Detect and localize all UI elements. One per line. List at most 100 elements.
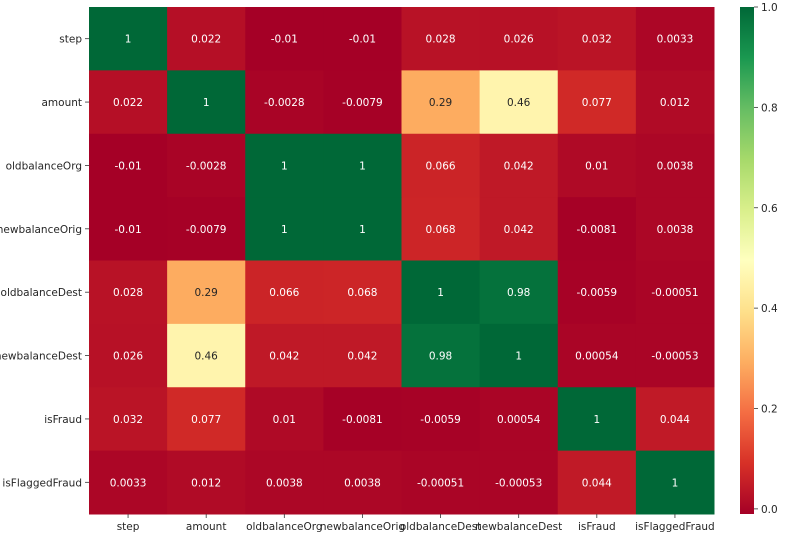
heatmap-cell xyxy=(401,7,481,71)
cell-value-label: 0.0038 xyxy=(657,224,694,236)
heatmap-cell xyxy=(479,450,559,515)
cell-value-label: -0.0081 xyxy=(577,224,618,236)
cell-value-label: 1 xyxy=(672,477,679,489)
heatmap-cell xyxy=(479,197,559,261)
cell-value-label: 0.00054 xyxy=(497,414,541,426)
cell-value-label: 0.012 xyxy=(660,97,690,109)
heatmap-cell xyxy=(167,7,246,71)
heatmap-cell xyxy=(323,260,402,325)
cell-value-label: 0.026 xyxy=(504,34,534,46)
x-tick-label: step xyxy=(117,521,140,533)
cell-value-label: -0.00051 xyxy=(417,477,464,489)
heatmap-cell xyxy=(557,7,637,71)
colorbar-tick-label: 0.6 xyxy=(761,203,778,215)
cell-value-label: 1 xyxy=(359,224,366,236)
heatmap-cell xyxy=(245,450,324,515)
heatmap-cell xyxy=(479,260,559,325)
cell-value-label: -0.01 xyxy=(114,224,141,236)
cell-value-label: 0.0038 xyxy=(344,477,381,489)
y-tick-label: newbalanceOrig xyxy=(0,224,82,236)
heatmap-cell xyxy=(635,323,715,388)
cell-value-label: 0.077 xyxy=(191,414,221,426)
x-tick-label: isFlaggedFraud xyxy=(635,521,715,533)
heatmap-cell xyxy=(479,323,559,388)
cell-value-label: 0.29 xyxy=(194,287,217,299)
cell-value-label: 0.066 xyxy=(426,160,456,172)
heatmap-cell xyxy=(401,387,481,452)
y-tick-label: newbalanceDest xyxy=(0,351,82,363)
cell-value-label: 0.0038 xyxy=(657,160,694,172)
cell-value-label: 0.46 xyxy=(194,351,218,363)
heatmap-cell xyxy=(323,450,402,515)
heatmap-cell xyxy=(167,450,246,515)
cell-value-label: 0.0033 xyxy=(657,34,694,46)
colorbar-tick-label: 0.8 xyxy=(761,102,778,114)
y-tick-label: isFlaggedFraud xyxy=(2,477,82,489)
cell-value-label: 0.032 xyxy=(582,34,612,46)
cell-value-label: 0.01 xyxy=(273,414,296,426)
y-tick-label: oldbalanceDest xyxy=(1,287,82,299)
cell-value-label: 0.022 xyxy=(113,97,143,109)
cell-value-label: 0.00054 xyxy=(575,351,619,363)
cell-value-label: -0.00051 xyxy=(651,287,698,299)
cell-value-label: 1 xyxy=(281,224,288,236)
cell-value-label: 0.01 xyxy=(585,160,608,172)
y-tick-label: isFraud xyxy=(44,414,82,426)
cell-value-label: -0.0079 xyxy=(186,224,227,236)
cell-value-label: 1 xyxy=(359,160,366,172)
heatmap-cell xyxy=(635,260,715,325)
heatmap-cell xyxy=(323,387,402,452)
heatmap-cell xyxy=(245,133,324,198)
heatmap-cell xyxy=(89,7,168,71)
cell-value-label: 0.044 xyxy=(582,477,612,489)
cell-value-label: -0.0081 xyxy=(342,414,383,426)
cell-value-label: 1 xyxy=(125,34,132,46)
cell-value-label: 0.98 xyxy=(429,351,452,363)
cell-value-label: -0.01 xyxy=(271,34,298,46)
cell-value-label: 0.042 xyxy=(347,351,377,363)
x-tick-label: newbalanceOrig xyxy=(320,521,405,533)
cell-value-label: 0.066 xyxy=(269,287,299,299)
heatmap-cell xyxy=(479,387,559,452)
cell-value-label: 1 xyxy=(593,414,600,426)
colorbar-tick-label: 0.0 xyxy=(761,504,778,516)
heatmap-cell xyxy=(89,133,168,198)
cell-value-label: -0.00053 xyxy=(651,351,698,363)
heatmap-cell xyxy=(245,387,324,452)
cell-value-label: 0.077 xyxy=(582,97,612,109)
cell-value-label: 0.042 xyxy=(504,224,534,236)
x-tick-label: oldbalanceDest xyxy=(400,521,481,533)
cell-value-label: -0.01 xyxy=(114,160,141,172)
heatmap-cell xyxy=(323,323,402,388)
heatmap-cell xyxy=(167,133,246,198)
heatmap-cell xyxy=(323,7,402,71)
cell-value-label: 0.0038 xyxy=(266,477,303,489)
heatmap-cell xyxy=(479,70,559,135)
cell-value-label: 0.042 xyxy=(504,160,534,172)
cell-value-label: 0.0033 xyxy=(110,477,147,489)
heatmap-cell xyxy=(323,70,402,135)
heatmap-cell xyxy=(245,260,324,325)
heatmap-cells: 1 0.022 -0.01 -0.01 0.028 0.026 0.032 0.0033 0.0… xyxy=(89,7,715,515)
heatmap-cell xyxy=(557,387,637,452)
heatmap-cell xyxy=(167,197,246,261)
cell-value-label: 0.028 xyxy=(426,34,456,46)
cell-value-label: 0.028 xyxy=(113,287,143,299)
heatmap-cell xyxy=(401,323,481,388)
cell-value-label: 0.98 xyxy=(507,287,530,299)
cell-value-label: -0.0059 xyxy=(420,414,461,426)
cell-value-label: 0.29 xyxy=(429,97,452,109)
cell-value-label: -0.0079 xyxy=(342,97,383,109)
heatmap-cell xyxy=(167,387,246,452)
cell-value-label: 0.46 xyxy=(507,97,531,109)
cell-value-label: -0.0059 xyxy=(577,287,618,299)
colorbar xyxy=(740,7,754,514)
heatmap-cell xyxy=(479,133,559,198)
heatmap-cell xyxy=(635,387,715,452)
x-tick-label: amount xyxy=(186,521,227,533)
heatmap-cell xyxy=(89,260,168,325)
cell-value-label: 1 xyxy=(437,287,444,299)
cell-value-label: 0.026 xyxy=(113,351,143,363)
heatmap-cell xyxy=(635,7,715,71)
colorbar-tick-label: 0.4 xyxy=(761,303,778,315)
